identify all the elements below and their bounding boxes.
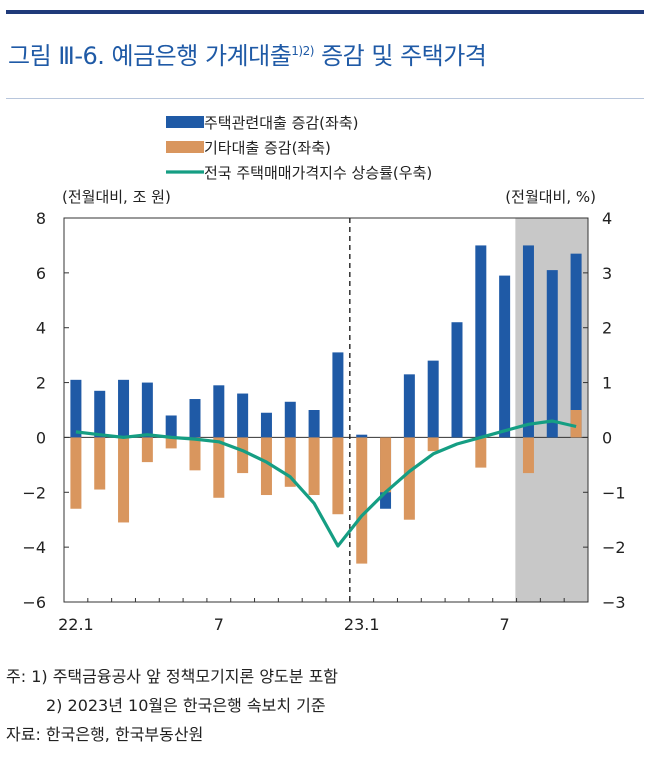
left-tick-label: −4 bbox=[22, 538, 46, 557]
legend-label: 주택관련대출 증감(좌축) bbox=[204, 114, 358, 132]
right-tick-label: 2 bbox=[602, 319, 612, 338]
top-rule bbox=[6, 10, 644, 14]
left-tick-label: 6 bbox=[36, 264, 46, 283]
housing-loan-bar bbox=[332, 352, 344, 438]
housing-loan-bar bbox=[141, 382, 153, 438]
legend-label: 기타대출 증감(좌축) bbox=[204, 139, 331, 157]
legend-swatch bbox=[166, 141, 204, 153]
house-price-line bbox=[75, 419, 577, 548]
housing-loan-bar bbox=[356, 434, 368, 438]
left-tick-label: 4 bbox=[36, 319, 46, 338]
housing-loan-bar bbox=[284, 401, 296, 438]
other-loan-bar bbox=[141, 437, 153, 463]
x-tick-label: 22.1 bbox=[58, 615, 94, 634]
other-loan-bar bbox=[427, 437, 439, 452]
left-tick-label: 8 bbox=[36, 209, 46, 228]
right-tick-label: 4 bbox=[602, 209, 612, 228]
housing-loan-bar bbox=[260, 412, 272, 438]
source-line: 자료: 한국은행, 한국부동산원 bbox=[6, 725, 204, 744]
title-tail: 증감 및 주택가격 bbox=[313, 42, 487, 70]
housing-loan-bar bbox=[403, 374, 415, 438]
other-loan-bar bbox=[356, 437, 368, 564]
right-tick-label: 3 bbox=[602, 264, 612, 283]
housing-loan-bar bbox=[70, 379, 82, 438]
housing-loan-bar bbox=[499, 275, 511, 438]
other-loan-bar bbox=[308, 437, 320, 496]
other-loan-bar bbox=[332, 437, 344, 515]
other-loan-bar bbox=[165, 437, 177, 449]
housing-loan-bar bbox=[189, 399, 201, 438]
housing-loan-bar bbox=[165, 415, 177, 438]
housing-loan-bar bbox=[570, 253, 582, 438]
left-tick-label: −6 bbox=[22, 593, 46, 612]
housing-loan-bar bbox=[213, 385, 225, 438]
housing-loan-bar bbox=[94, 390, 106, 438]
right-tick-label: 1 bbox=[602, 374, 612, 393]
housing-loan-bar bbox=[237, 393, 249, 438]
title-superscript: 1)2) bbox=[291, 44, 314, 58]
x-tick-label: 23.1 bbox=[344, 615, 380, 634]
right-tick-label: −1 bbox=[602, 483, 626, 502]
title-rule bbox=[6, 98, 644, 99]
other-loan-bar bbox=[118, 437, 130, 523]
right-tick-label: 0 bbox=[602, 428, 612, 447]
left-tick-label: −2 bbox=[22, 483, 46, 502]
note-line-1: 주: 1) 주택금융공사 앞 정책모기지론 양도분 포함 bbox=[6, 667, 339, 686]
title-main: 그림 Ⅲ-6. 예금은행 가계대출 bbox=[8, 42, 292, 70]
other-loan-bar bbox=[570, 410, 582, 438]
other-loan-bar bbox=[70, 437, 82, 509]
housing-loan-bar bbox=[308, 410, 320, 438]
other-loan-bar bbox=[475, 437, 487, 468]
other-loan-bar bbox=[189, 437, 201, 471]
housing-loan-bar bbox=[522, 245, 534, 438]
housing-loan-bar bbox=[427, 360, 439, 438]
left-axis-label: (전월대비, 조 원) bbox=[62, 188, 171, 206]
note-line-2: 2) 2023년 10월은 한국은행 속보치 기준 bbox=[46, 696, 326, 715]
other-loan-bar bbox=[237, 437, 249, 474]
figure-title: 그림 Ⅲ-6. 예금은행 가계대출1)2) 증감 및 주택가격 bbox=[8, 36, 487, 71]
right-tick-label: −2 bbox=[602, 538, 626, 557]
legend-swatch bbox=[166, 116, 204, 128]
housing-loan-bar bbox=[118, 379, 130, 438]
x-tick-label: 7 bbox=[214, 615, 224, 634]
legend-label: 전국 주택매매가격지수 상승률(우축) bbox=[204, 164, 432, 182]
other-loan-bar bbox=[284, 437, 296, 487]
housing-loan-bar bbox=[475, 245, 487, 438]
right-axis-label: (전월대비, %) bbox=[505, 188, 596, 206]
chart: −6 −4 −2 0 2 4 6 8 −3 −2 −1 0 1 2 3 4 22.1 7 23.1 7 (전월대비, 조… bbox=[22, 114, 626, 634]
notes: 주: 1) 주택금융공사 앞 정책모기지론 양도분 포함 2) 2023년 10… bbox=[6, 662, 338, 749]
right-tick-label: −3 bbox=[602, 593, 626, 612]
left-tick-label: 2 bbox=[36, 374, 46, 393]
other-loan-bar bbox=[213, 437, 225, 498]
x-tick-label: 7 bbox=[500, 615, 510, 634]
other-loan-bar bbox=[522, 437, 534, 474]
other-loan-bar bbox=[403, 437, 415, 520]
other-loan-bar bbox=[94, 437, 106, 490]
other-loan-bar bbox=[380, 437, 392, 493]
left-tick-label: 0 bbox=[36, 428, 46, 447]
other-loan-bar bbox=[260, 437, 272, 496]
housing-loan-bar bbox=[546, 270, 558, 438]
housing-loan-bar bbox=[451, 322, 463, 438]
